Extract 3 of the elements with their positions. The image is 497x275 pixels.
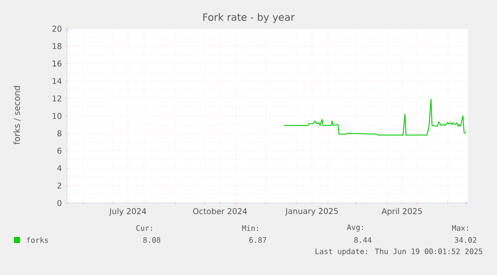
y-axis-title: forks / second: [13, 86, 21, 145]
line-series: [284, 98, 466, 136]
chart-title: Fork rate - by year: [203, 13, 295, 23]
